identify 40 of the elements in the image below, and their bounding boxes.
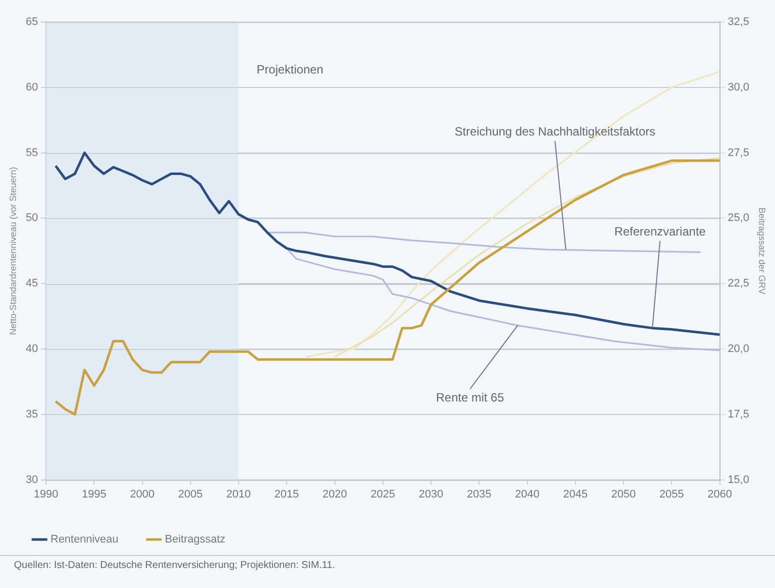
annotation: Referenzvariante <box>614 224 706 238</box>
y2-tick-label: 15,0 <box>728 474 750 486</box>
x-tick-label: 1995 <box>82 488 106 500</box>
y2-tick-label: 20,0 <box>728 343 750 356</box>
x-tick-label: 2045 <box>563 488 588 500</box>
x-tick-label: 2020 <box>322 488 348 500</box>
y-tick-label: 30 <box>26 474 38 486</box>
x-tick-label: 2015 <box>274 488 299 500</box>
y2-tick-label: 17,5 <box>728 408 750 420</box>
y2-tick-label: 22,5 <box>728 278 750 290</box>
y-tick-label: 35 <box>26 408 38 420</box>
y-tick-label: 40 <box>26 343 38 356</box>
annotation: Streichung des Nachhaltigkeitsfaktors <box>454 124 656 138</box>
x-tick-label: 2040 <box>515 488 540 500</box>
y2-tick-label: 30,0 <box>728 81 750 94</box>
y-tick-label: 65 <box>26 16 38 28</box>
x-tick-label: 2035 <box>466 488 492 500</box>
x-tick-label: 2060 <box>708 488 732 500</box>
y2-tick-label: 27,5 <box>728 146 750 159</box>
legend-label: Rentenniveau <box>50 534 118 546</box>
x-tick-label: 2030 <box>418 488 444 500</box>
annotation: Projektionen <box>256 62 324 76</box>
x-tick-label: 2010 <box>226 488 251 500</box>
source-note: Quellen: Ist-Daten: Deutsche Rentenversicherung; Projektionen: SIM.11. <box>14 560 336 571</box>
y-tick-label: 45 <box>26 278 38 290</box>
annotation: Rente mit 65 <box>436 390 504 404</box>
x-tick-label: 2055 <box>659 488 684 500</box>
legend-label: Beitragssatz <box>164 534 226 546</box>
x-tick-label: 1990 <box>34 488 58 500</box>
y-tick-label: 60 <box>26 81 38 94</box>
y2-tick-label: 25,0 <box>728 212 750 224</box>
x-tick-label: 2050 <box>611 488 636 500</box>
x-tick-label: 2005 <box>178 488 203 500</box>
y2-axis-title: Beitragssatz der GRV <box>757 207 768 294</box>
x-tick-label: 2025 <box>370 488 396 500</box>
y2-tick-label: 32,5 <box>728 16 750 28</box>
y-tick-label: 55 <box>26 146 38 159</box>
y-axis-title: Netto-Standardrentenniveau (vor Steuern) <box>8 166 18 335</box>
y-tick-label: 50 <box>26 212 38 224</box>
x-tick-label: 2000 <box>130 488 155 500</box>
